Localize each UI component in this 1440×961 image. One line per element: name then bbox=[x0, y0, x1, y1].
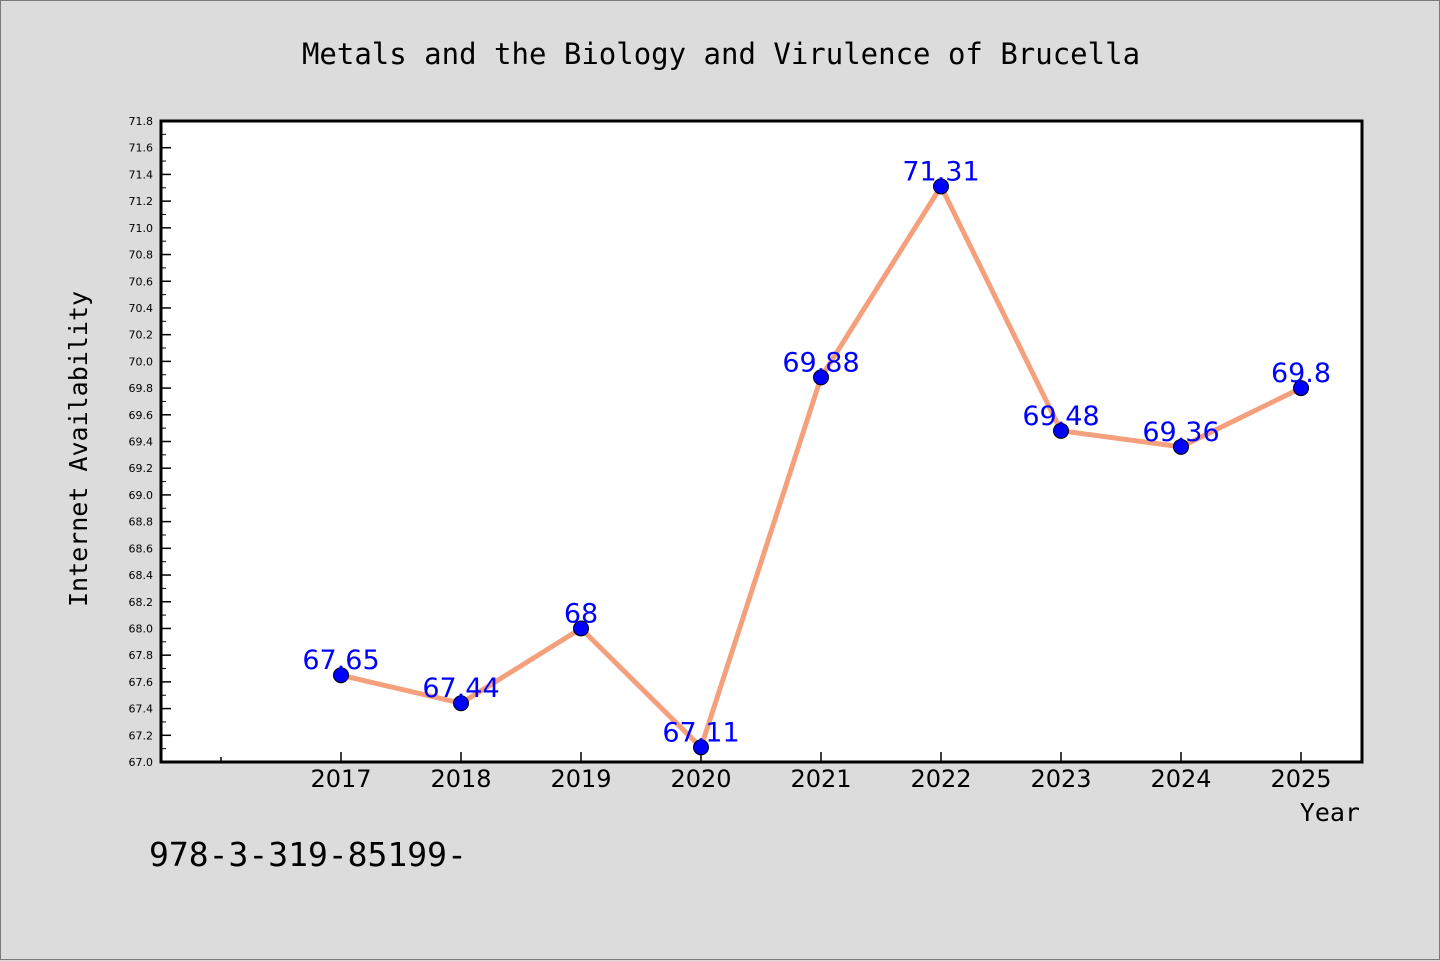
data-labels: 67.65 67.44 68 67.11 69.88 71.31 69.48 69.36 69.… bbox=[302, 156, 1331, 748]
y-tick-label: 68.4 bbox=[129, 569, 154, 582]
data-point bbox=[1053, 422, 1069, 439]
x-tick-label: 2022 bbox=[910, 765, 971, 793]
y-tick-label: 69.6 bbox=[129, 409, 154, 422]
data-point bbox=[453, 695, 469, 712]
y-tick-label: 71.0 bbox=[129, 222, 154, 235]
x-tick-label: 2024 bbox=[1150, 765, 1211, 793]
y-tick-label: 69.4 bbox=[129, 436, 154, 449]
x-tick-label: 2019 bbox=[550, 765, 611, 793]
y-tick-label: 70.6 bbox=[129, 275, 154, 288]
y-axis-ticks: 67.0 67.2 67.4 67.6 67.8 68.0 68.2 68.4 68.6 68.8… bbox=[129, 115, 171, 769]
data-label: 67.65 bbox=[302, 645, 379, 676]
data-label: 69.36 bbox=[1142, 417, 1219, 448]
data-label: 67.44 bbox=[422, 673, 499, 704]
plot-frame bbox=[159, 119, 1364, 764]
x-tick-label: 2021 bbox=[790, 765, 851, 793]
y-tick-label: 71.6 bbox=[129, 142, 154, 155]
y-tick-label: 69.0 bbox=[129, 489, 154, 502]
y-tick-label: 71.8 bbox=[129, 115, 154, 128]
y-tick-label: 69.2 bbox=[129, 462, 154, 475]
chart-title: Metals and the Biology and Virulence of … bbox=[302, 37, 1140, 71]
x-tick-label: 2017 bbox=[310, 765, 371, 793]
x-axis-ticks: 2017 2018 2019 2020 2021 2022 2023 2024 2025 bbox=[220, 752, 1332, 793]
plot-area bbox=[161, 121, 1362, 762]
y-tick-label: 70.4 bbox=[129, 302, 154, 315]
data-point bbox=[813, 369, 829, 386]
y-tick-label: 71.4 bbox=[129, 168, 154, 181]
data-label: 68 bbox=[564, 598, 598, 629]
y-tick-label: 67.8 bbox=[129, 649, 154, 662]
data-point bbox=[1173, 438, 1189, 455]
footer-text: 978-3-319-85199- bbox=[149, 835, 467, 874]
y-tick-label: 68.0 bbox=[129, 622, 154, 635]
y-tick-label: 67.6 bbox=[129, 676, 154, 689]
x-tick-label: 2018 bbox=[430, 765, 491, 793]
data-label: 71.31 bbox=[902, 156, 979, 187]
x-tick-label: 2020 bbox=[670, 765, 731, 793]
data-label: 69.8 bbox=[1271, 358, 1331, 389]
y-tick-label: 67.0 bbox=[129, 756, 154, 769]
y-tick-label: 70.0 bbox=[129, 355, 154, 368]
data-label: 69.88 bbox=[782, 347, 859, 378]
x-tick-label: 2025 bbox=[1270, 765, 1331, 793]
y-tick-label: 68.8 bbox=[129, 516, 154, 529]
x-tick-label: 2023 bbox=[1030, 765, 1091, 793]
data-point bbox=[333, 667, 349, 684]
y-tick-label: 68.6 bbox=[129, 542, 154, 555]
y-tick-label: 67.2 bbox=[129, 729, 154, 742]
y-tick-label: 69.8 bbox=[129, 382, 154, 395]
y-tick-label: 70.8 bbox=[129, 249, 154, 262]
data-label: 67.11 bbox=[662, 717, 739, 748]
data-point bbox=[693, 739, 709, 756]
data-point bbox=[933, 178, 949, 195]
y-tick-label: 71.2 bbox=[129, 195, 154, 208]
data-point bbox=[573, 620, 589, 637]
y-axis-label: Internet Availability bbox=[64, 291, 93, 607]
y-tick-label: 68.2 bbox=[129, 596, 154, 609]
series-markers bbox=[333, 178, 1309, 756]
data-point bbox=[1293, 380, 1309, 397]
data-label: 69.48 bbox=[1022, 401, 1099, 432]
y-tick-label: 67.4 bbox=[129, 703, 154, 716]
x-axis-label: Year bbox=[1300, 798, 1360, 827]
y-tick-label: 70.2 bbox=[129, 329, 154, 342]
